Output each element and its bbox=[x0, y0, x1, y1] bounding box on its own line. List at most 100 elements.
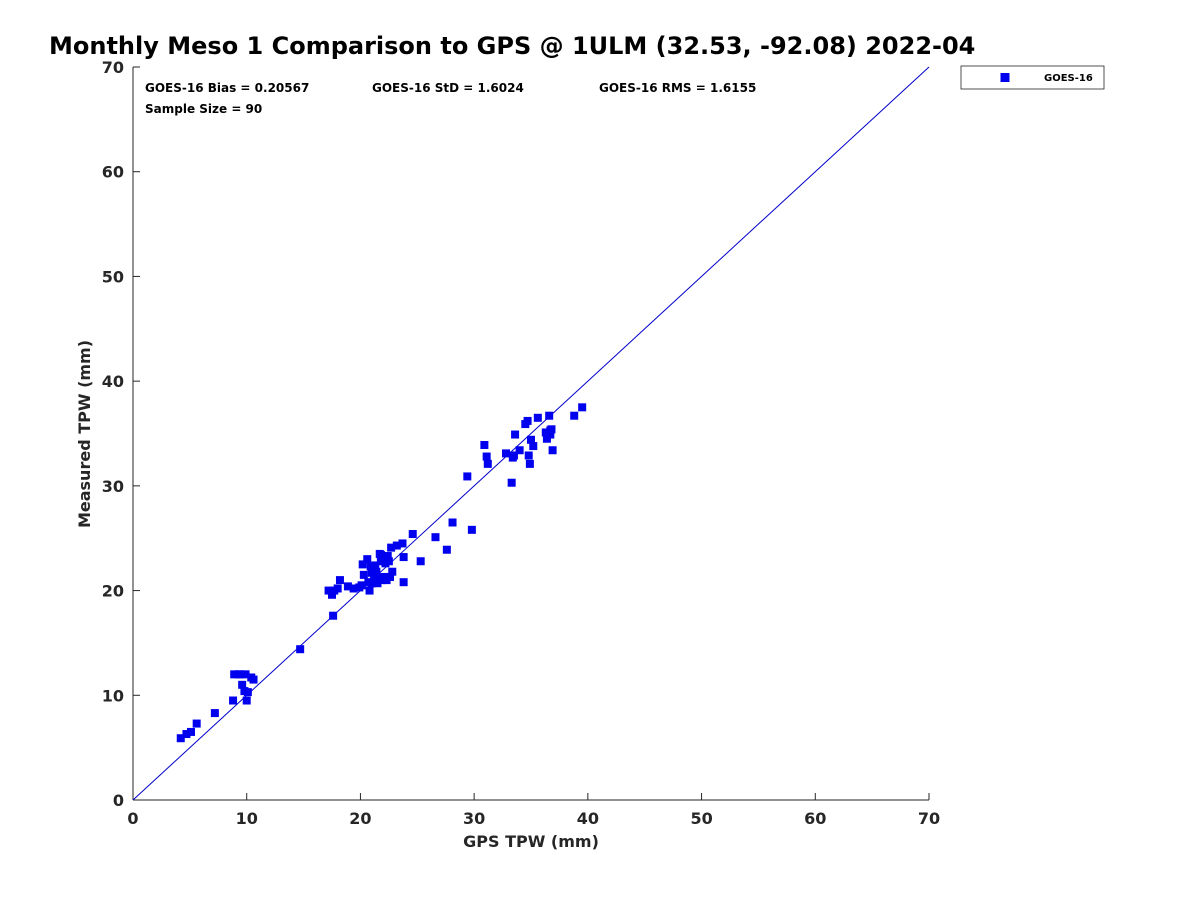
data-point bbox=[296, 645, 305, 654]
data-point bbox=[335, 576, 344, 585]
data-point bbox=[533, 413, 542, 422]
y-tick-label: 0 bbox=[113, 791, 124, 810]
data-point bbox=[372, 567, 381, 576]
data-point bbox=[399, 553, 408, 562]
x-tick-label: 10 bbox=[236, 809, 258, 828]
data-point bbox=[511, 430, 520, 439]
data-point bbox=[442, 545, 451, 554]
data-point bbox=[363, 555, 372, 564]
legend-label-goes16: GOES-16 bbox=[1044, 73, 1093, 84]
data-point bbox=[467, 525, 476, 534]
data-point bbox=[480, 441, 489, 450]
data-point bbox=[349, 584, 358, 593]
data-point bbox=[416, 557, 425, 566]
sample-size-annotation: Sample Size = 90 bbox=[145, 102, 262, 116]
data-point bbox=[515, 446, 524, 455]
data-point bbox=[384, 557, 393, 566]
data-point bbox=[527, 435, 535, 444]
bias-annotation: GOES-16 Bias = 0.20567 bbox=[145, 81, 309, 95]
x-ticks: 0 10 20 30 40 50 60 70 bbox=[127, 793, 940, 828]
rms-annotation: GOES-16 RMS = 1.6155 bbox=[599, 81, 756, 95]
legend: GOES-16 bbox=[960, 65, 1105, 90]
data-point bbox=[365, 586, 374, 595]
data-point bbox=[367, 568, 376, 577]
std-annotation: GOES-16 StD = 1.6024 bbox=[372, 81, 524, 95]
data-point bbox=[182, 730, 191, 739]
chart-title: Monthly Meso 1 Comparison to GPS @ 1ULM … bbox=[49, 32, 975, 60]
y-tick-label: 70 bbox=[102, 58, 124, 77]
data-point bbox=[507, 478, 516, 487]
data-point bbox=[373, 579, 382, 588]
data-point bbox=[524, 451, 533, 460]
data-point bbox=[230, 670, 239, 679]
data-point bbox=[186, 727, 195, 736]
data-point bbox=[176, 734, 185, 743]
data-point bbox=[388, 567, 397, 576]
data-point bbox=[210, 709, 219, 718]
data-point bbox=[483, 459, 492, 468]
data-point bbox=[547, 425, 556, 434]
y-tick-label: 30 bbox=[102, 477, 124, 496]
data-point bbox=[385, 572, 394, 581]
x-tick-label: 0 bbox=[127, 809, 138, 828]
data-point bbox=[375, 549, 384, 558]
data-point bbox=[548, 446, 557, 455]
one-to-one-line bbox=[132, 66, 930, 801]
data-point bbox=[523, 416, 532, 425]
data-point bbox=[392, 541, 401, 550]
data-point bbox=[329, 611, 338, 620]
data-point bbox=[324, 586, 333, 595]
y-tick-label: 40 bbox=[102, 372, 124, 391]
data-point bbox=[525, 459, 534, 468]
x-tick-label: 40 bbox=[577, 809, 599, 828]
x-tick-label: 50 bbox=[690, 809, 712, 828]
data-point bbox=[448, 518, 457, 527]
data-point bbox=[249, 675, 258, 684]
data-point bbox=[546, 430, 555, 439]
data-point bbox=[578, 403, 587, 412]
y-tick-label: 10 bbox=[102, 686, 124, 705]
data-point bbox=[328, 590, 336, 599]
data-point bbox=[371, 561, 380, 570]
data-point bbox=[357, 581, 366, 590]
data-point bbox=[545, 411, 554, 420]
data-point bbox=[509, 451, 518, 460]
data-point bbox=[541, 428, 550, 437]
data-point bbox=[359, 570, 368, 579]
x-tick-label: 20 bbox=[349, 809, 371, 828]
x-tick-label: 30 bbox=[463, 809, 485, 828]
legend-box bbox=[960, 65, 1105, 90]
y-tick-label: 50 bbox=[102, 267, 124, 286]
data-point bbox=[408, 530, 417, 539]
goes16-points bbox=[176, 403, 587, 743]
data-point bbox=[431, 533, 440, 542]
data-point bbox=[241, 670, 250, 679]
x-tick-label: 70 bbox=[918, 809, 940, 828]
data-point bbox=[333, 584, 342, 593]
data-point bbox=[398, 539, 407, 548]
x-tick-label: 60 bbox=[804, 809, 826, 828]
data-point bbox=[399, 578, 408, 587]
data-point bbox=[238, 680, 247, 689]
data-point bbox=[379, 555, 388, 564]
data-point bbox=[529, 442, 538, 451]
data-point bbox=[243, 688, 252, 697]
data-point bbox=[242, 696, 251, 705]
data-point bbox=[501, 449, 510, 458]
data-point bbox=[235, 670, 244, 679]
legend-marker-goes16 bbox=[1000, 73, 1010, 82]
data-point bbox=[387, 543, 396, 552]
data-point bbox=[482, 452, 491, 461]
data-point bbox=[192, 719, 201, 728]
y-ticks: 0 10 20 30 40 50 60 70 bbox=[102, 58, 140, 810]
data-point bbox=[358, 560, 367, 569]
data-point bbox=[570, 411, 579, 420]
y-tick-label: 60 bbox=[102, 163, 124, 182]
data-point bbox=[229, 696, 238, 705]
data-point bbox=[542, 434, 551, 443]
y-axis-label: Measured TPW (mm) bbox=[75, 340, 94, 528]
data-point bbox=[463, 472, 472, 481]
x-axis-label: GPS TPW (mm) bbox=[463, 832, 599, 851]
y-tick-label: 20 bbox=[102, 582, 124, 601]
